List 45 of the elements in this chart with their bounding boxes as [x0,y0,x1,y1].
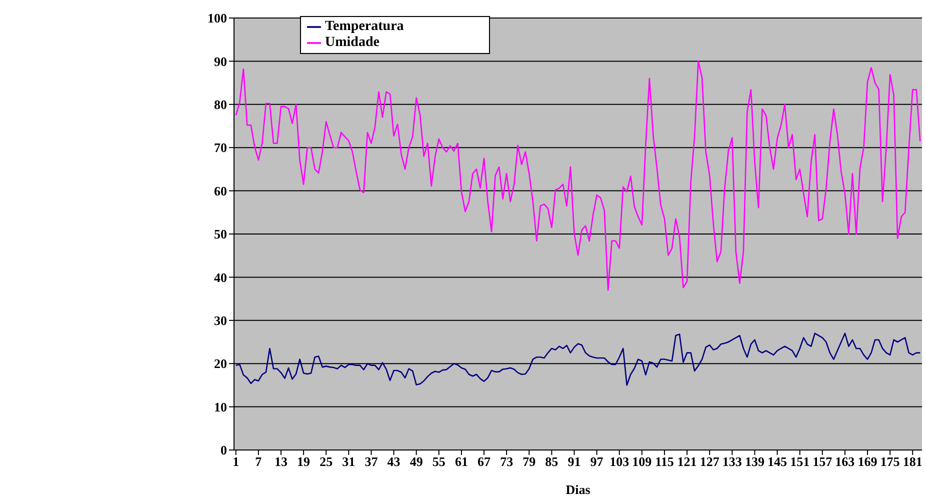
x-tick-label: 175 [880,454,900,470]
x-tick-label: 79 [522,454,536,470]
x-tick-label: 73 [500,454,514,470]
x-tick-label: 109 [632,454,652,470]
y-tick-label: 100 [208,10,227,26]
x-tick-label: 49 [410,454,424,470]
x-tick-label: 133 [722,454,742,470]
x-tick-label: 19 [297,454,311,470]
y-tick-label: 40 [214,270,227,285]
legend-label: Umidade [325,35,380,50]
y-tick-label: 80 [214,97,227,112]
x-tick-label: 163 [835,454,856,470]
x-tick-label: 139 [744,454,765,470]
x-tick-label: 25 [320,454,334,470]
x-tick-label: 1 [232,454,240,470]
x-tick-label: 91 [568,454,581,470]
x-tick-label: 121 [677,454,697,470]
legend-label: Temperatura [325,19,404,34]
x-tick-label: 169 [858,454,878,470]
x-tick-label: 85 [545,454,559,470]
x-tick-label: 115 [655,454,674,470]
x-tick-label: 157 [812,454,833,470]
y-tick-label: 20 [214,356,227,372]
x-tick-label: 31 [342,454,356,470]
y-tick-label: 10 [214,399,227,414]
y-tick-label: 0 [220,442,227,458]
x-tick-label: 97 [590,454,604,470]
x-tick-label: 43 [387,454,401,470]
x-tick-label: 61 [454,454,468,470]
y-tick-label: 30 [214,313,227,328]
x-tick-label: 127 [700,454,720,470]
x-tick-label: 13 [274,454,288,470]
x-tick-label: 151 [790,454,810,470]
x-tick-label: 103 [610,454,630,470]
x-tick-label: 67 [478,454,492,470]
x-axis-title: Dias [566,482,590,497]
y-tick-label: 50 [214,226,227,242]
x-tick-label: 55 [432,454,446,470]
y-tick-label: 60 [214,183,227,198]
y-tick-label: 90 [214,54,227,69]
x-tick-label: 37 [364,454,378,470]
x-tick-label: 181 [902,454,922,470]
y-tick-label: 70 [214,140,227,156]
x-tick-label: 145 [768,454,788,470]
x-tick-label: 7 [255,454,262,470]
